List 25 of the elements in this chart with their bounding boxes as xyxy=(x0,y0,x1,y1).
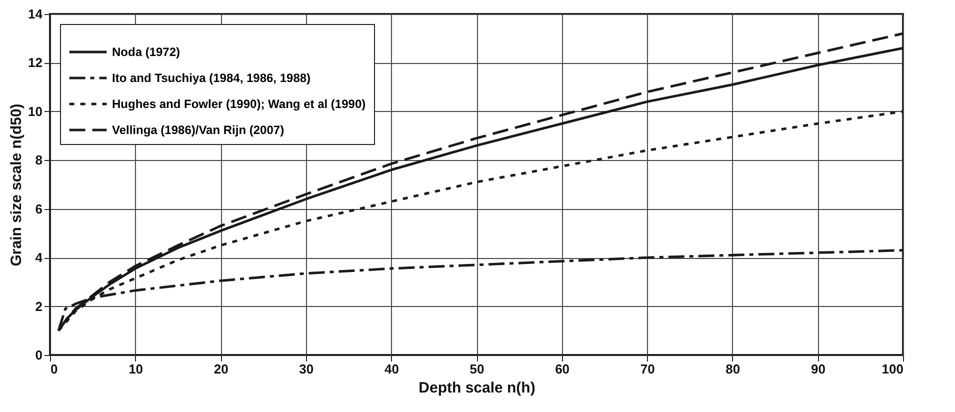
y-axis-title: Grain size scale n(d50) xyxy=(8,104,26,266)
legend-label: Noda (1972) xyxy=(112,45,180,59)
y-tick-label: 10 xyxy=(28,104,42,119)
x-tick-label: 30 xyxy=(299,362,314,376)
x-tick-label: 10 xyxy=(128,362,144,376)
y-tick-label: 2 xyxy=(35,298,42,314)
y-tick-label: 12 xyxy=(28,55,42,70)
x-axis-title: Depth scale n(h) xyxy=(418,380,536,396)
x-tick-label: 80 xyxy=(726,362,740,376)
x-tick-label: 70 xyxy=(640,362,655,376)
x-tick-label: 60 xyxy=(555,362,570,376)
y-tick-label: 6 xyxy=(35,201,42,216)
x-tick-label: 0 xyxy=(50,362,58,376)
x-tick-label: 50 xyxy=(470,362,484,376)
x-tick-label: 40 xyxy=(384,362,399,376)
legend-label: Hughes and Fowler (1990); Wang et al (1990) xyxy=(112,97,366,111)
x-tick-label: 20 xyxy=(214,362,228,376)
y-tick-label: 4 xyxy=(35,250,44,266)
y-tick-label: 8 xyxy=(35,152,42,168)
y-tick-label: 0 xyxy=(35,348,42,362)
legend-label: Vellinga (1986)/Van Rijn (2007) xyxy=(112,123,284,137)
y-tick-label: 14 xyxy=(28,6,44,22)
x-tick-label: 90 xyxy=(810,362,826,376)
legend-label: Ito and Tsuchiya (1984, 1986, 1988) xyxy=(112,71,311,85)
x-tick-label: 100 xyxy=(882,362,904,376)
